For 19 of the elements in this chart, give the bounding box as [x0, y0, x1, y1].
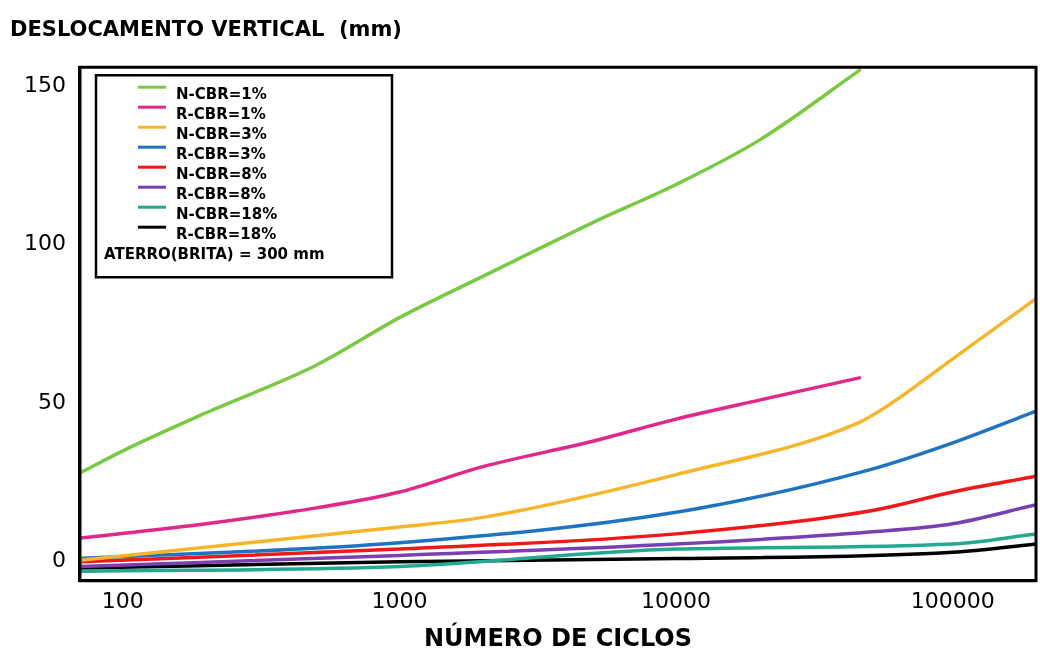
legend-label: R-CBR=3% — [175, 145, 266, 164]
x-tick-label: 100000 — [910, 587, 995, 613]
x-tick-label: 1000 — [371, 587, 428, 613]
annotation: ATERRO(BRITA) = 300 mm — [103, 245, 325, 264]
y-tick-label: 100 — [23, 230, 66, 256]
legend-label: N-CBR=8% — [175, 165, 267, 184]
x-tick-label: 100 — [101, 587, 144, 613]
y-tick-label: 0 — [51, 547, 66, 573]
legend-label: R-CBR=18% — [175, 225, 277, 244]
legend-label: R-CBR=8% — [175, 185, 266, 204]
chart-title: DESLOCAMENTO VERTICAL (mm) — [10, 17, 402, 42]
legend-label: N-CBR=1% — [175, 85, 267, 104]
x-tick-label: 10000 — [641, 587, 712, 613]
y-tick-label: 150 — [23, 71, 66, 97]
legend-label: N-CBR=18% — [175, 205, 278, 224]
legend-label: R-CBR=1% — [175, 105, 266, 124]
legend-label: N-CBR=3% — [175, 125, 267, 144]
y-tick-label: 50 — [37, 388, 66, 414]
x-axis-title: NÚMERO DE CICLOS — [423, 621, 693, 652]
